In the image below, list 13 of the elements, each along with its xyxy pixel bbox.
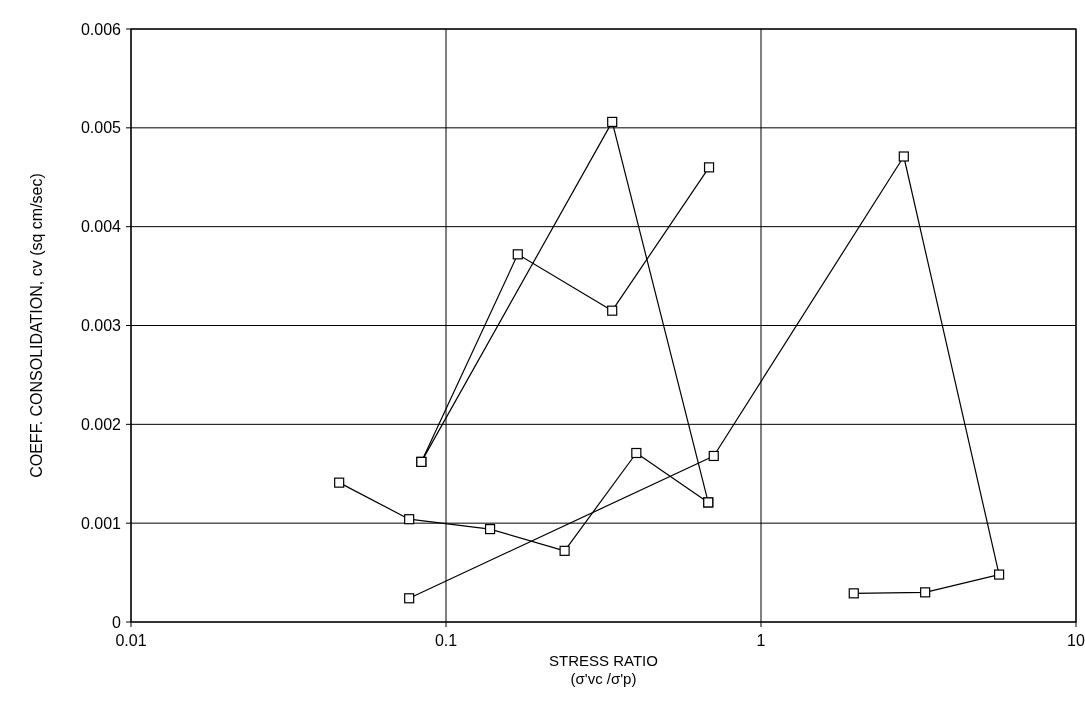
x-axis-title: STRESS RATIO (σ'vc /σ'p): [549, 652, 658, 687]
x-tick-label: 1: [756, 632, 766, 649]
y-tick-label: 0.006: [80, 20, 122, 38]
y-tick-label: 0.001: [80, 514, 122, 532]
y-axis-title: COEFF. CONSOLIDATION, cv (sq cm/sec): [28, 173, 45, 478]
y-tick-label: 0: [112, 613, 122, 631]
y-tick-label: 0.004: [80, 218, 122, 236]
y-tick-label: 0.002: [80, 415, 122, 433]
y-tick-label: 0.005: [80, 119, 122, 137]
x-tick-label: 10: [1067, 632, 1085, 649]
y-tick-label: 0.003: [80, 317, 122, 335]
x-tick-label: 0.1: [434, 632, 458, 649]
x-tick-label: 0.01: [115, 632, 147, 649]
